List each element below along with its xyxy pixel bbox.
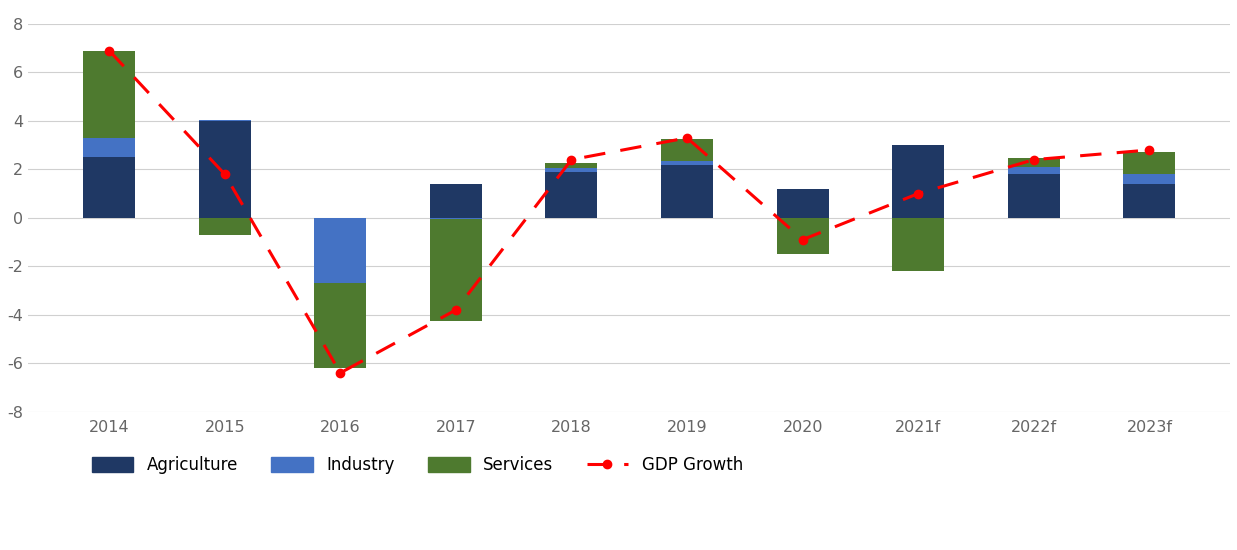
Bar <box>83 138 135 157</box>
Bar <box>199 120 251 121</box>
Bar <box>430 219 482 321</box>
Bar <box>199 121 251 218</box>
Bar <box>892 145 944 218</box>
Bar <box>661 164 713 218</box>
Bar <box>314 218 366 283</box>
Bar <box>430 218 482 219</box>
Bar <box>199 218 251 235</box>
Bar <box>83 51 135 138</box>
Legend: Agriculture, Industry, Services, GDP Growth: Agriculture, Industry, Services, GDP Gro… <box>85 449 750 481</box>
Bar <box>546 163 597 168</box>
Bar <box>546 168 597 172</box>
Bar <box>1008 158 1060 167</box>
Bar <box>83 157 135 218</box>
Bar <box>777 189 829 218</box>
Bar <box>1123 184 1175 218</box>
Bar <box>1008 167 1060 174</box>
Bar <box>892 218 944 271</box>
Bar <box>430 184 482 218</box>
Bar <box>314 283 366 368</box>
Bar <box>777 218 829 254</box>
Bar <box>1008 174 1060 218</box>
Bar <box>661 161 713 164</box>
Bar <box>1123 174 1175 184</box>
Bar <box>661 139 713 161</box>
Bar <box>1123 152 1175 174</box>
Bar <box>546 172 597 218</box>
